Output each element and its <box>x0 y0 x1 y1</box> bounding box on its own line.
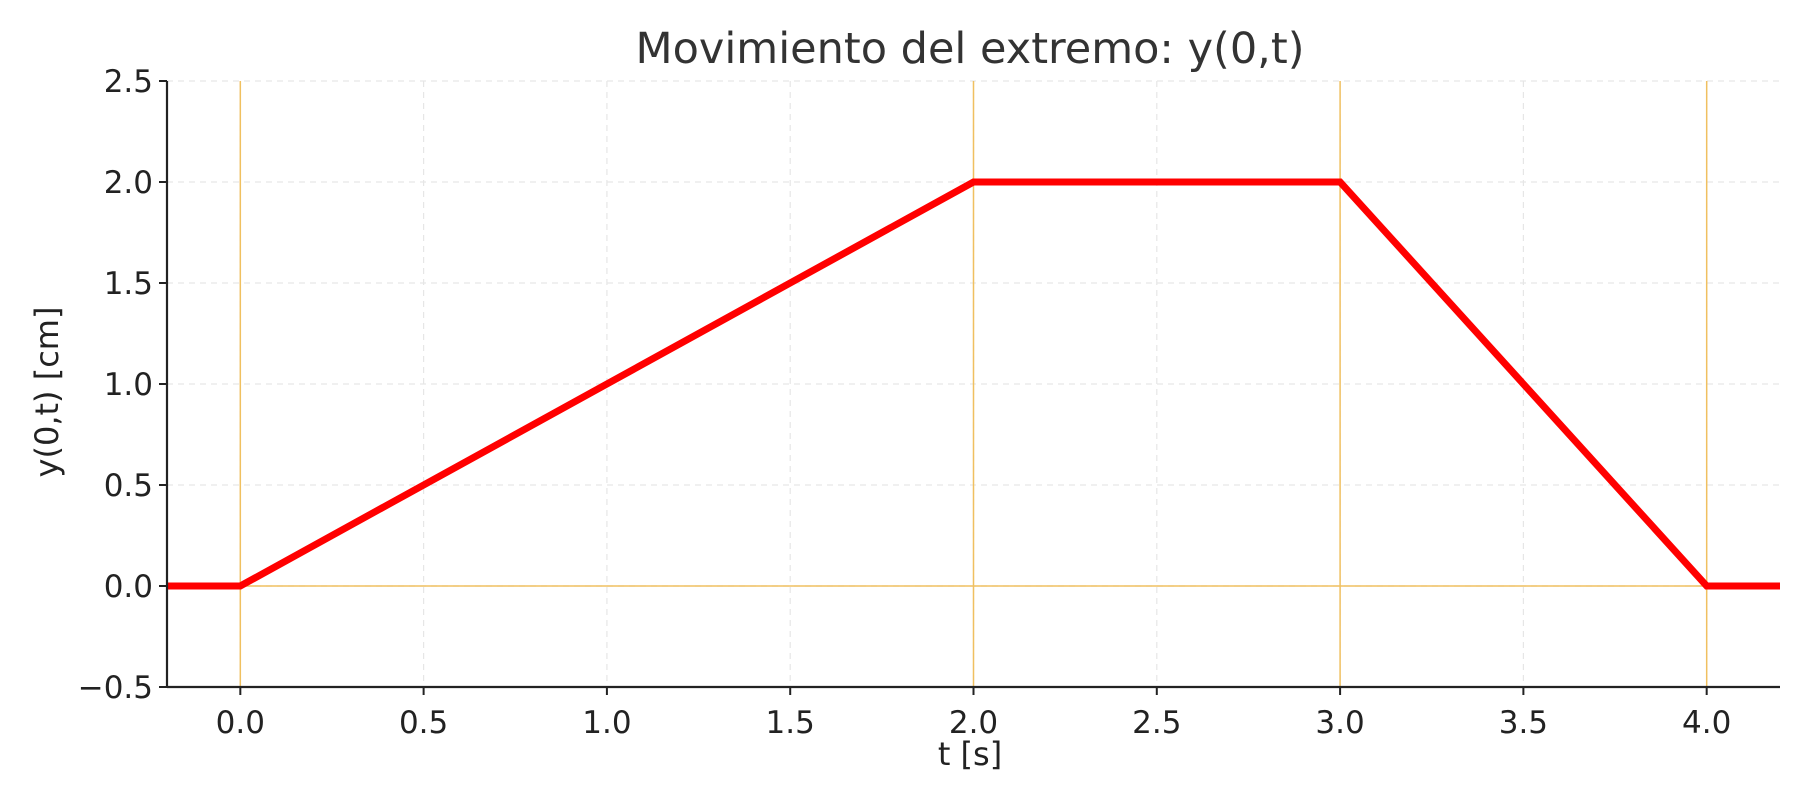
series-layer <box>167 178 1780 590</box>
series-line <box>167 178 1780 590</box>
x-tick-label: 3.5 <box>1499 705 1548 741</box>
x-tick-label: 1.0 <box>582 705 631 741</box>
y-tick-label: 1.5 <box>104 266 153 302</box>
y-tick-label: −0.5 <box>78 670 153 706</box>
y-tick-label: 2.5 <box>104 64 153 100</box>
y-tick-label: 0.5 <box>104 468 153 504</box>
x-tick-label: 4.0 <box>1682 705 1731 741</box>
chart-title: Movimiento del extremo: y(0,t) <box>636 24 1305 74</box>
x-tick-label: 3.0 <box>1315 705 1364 741</box>
reference-lines <box>167 81 1780 687</box>
y-tick-label: 2.0 <box>104 165 153 201</box>
x-ticks: 0.0 0.5 1.0 1.5 2.0 2.5 3.0 3.5 4.0 <box>216 687 1731 741</box>
y-tick-label: 0.0 <box>104 569 153 605</box>
x-tick-label: 2.5 <box>1132 705 1181 741</box>
y-ticks: −0.5 0.0 0.5 1.0 1.5 2.0 2.5 <box>78 64 167 706</box>
x-tick-label: 2.0 <box>949 705 998 741</box>
y-axis-label: y(0,t) [cm] <box>28 307 66 478</box>
x-axis-label: t [s] <box>938 735 1002 773</box>
x-tick-label: 0.5 <box>399 705 448 741</box>
x-tick-label: 0.0 <box>216 705 265 741</box>
x-tick-label: 1.5 <box>766 705 815 741</box>
y-tick-label: 1.0 <box>104 367 153 403</box>
